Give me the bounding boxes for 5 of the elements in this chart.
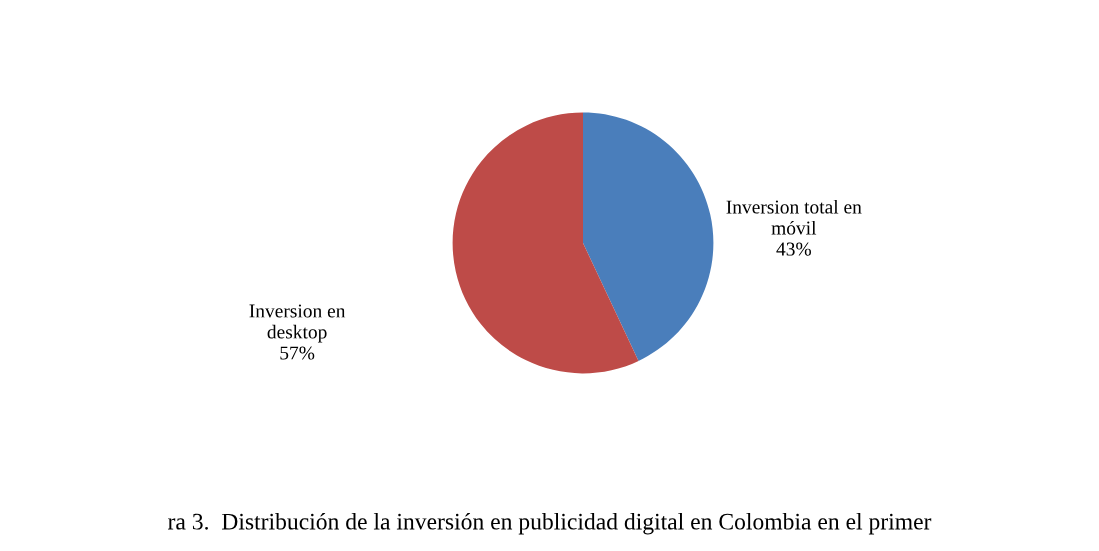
data-label: 43% [776, 242, 811, 256]
slice-label: Inversion en desktop [249, 304, 346, 343]
text: ra 3. Distribución de la inversión en publicidad digital en Colombia en el primer [168, 512, 932, 535]
slice-label: Inversion total en móvil [726, 199, 862, 235]
data-label: 57% [280, 346, 315, 360]
